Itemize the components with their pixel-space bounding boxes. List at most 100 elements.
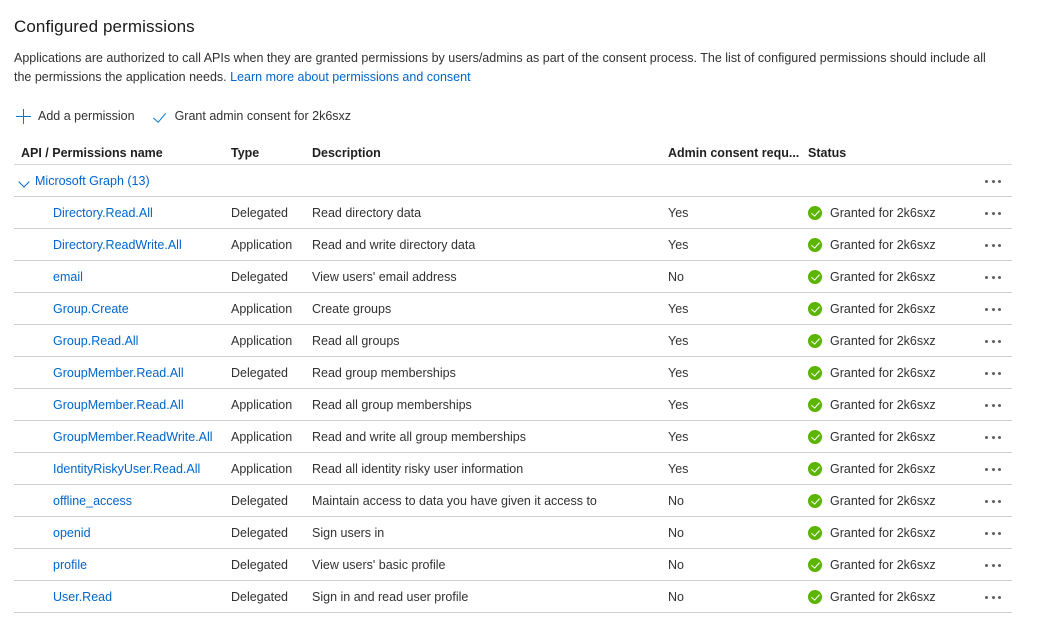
status-cell: Granted for 2k6sxz	[808, 325, 978, 357]
table-group-row-microsoft-graph[interactable]: Microsoft Graph (13)	[0, 165, 1057, 197]
row-more-cell[interactable]	[972, 293, 1014, 325]
permission-name-cell[interactable]: GroupMember.Read.All	[21, 357, 226, 389]
admin-consent-required-cell: No	[668, 526, 684, 540]
add-a-permission-button[interactable]: Add a permission	[14, 104, 137, 128]
column-header-type[interactable]: Type	[231, 145, 260, 160]
row-more-cell[interactable]	[972, 549, 1014, 581]
column-header-status[interactable]: Status	[808, 145, 847, 160]
permission-name-link[interactable]: GroupMember.ReadWrite.All	[53, 430, 213, 444]
group-row-more-cell[interactable]	[972, 165, 1014, 197]
more-actions-ellipsis-icon[interactable]	[981, 494, 1005, 509]
row-more-cell[interactable]	[972, 421, 1014, 453]
row-more-cell[interactable]	[972, 197, 1014, 229]
status-label: Granted for 2k6sxz	[830, 558, 936, 572]
permission-type-cell: Delegated	[231, 558, 288, 572]
permission-name-cell[interactable]: Group.Read.All	[21, 325, 226, 357]
permission-name-link[interactable]: IdentityRiskyUser.Read.All	[53, 462, 201, 476]
more-actions-ellipsis-icon[interactable]	[981, 174, 1005, 189]
column-header-admin-consent[interactable]: Admin consent requ...	[668, 145, 800, 160]
group-label-microsoft-graph[interactable]: Microsoft Graph (13)	[35, 174, 150, 188]
table-row[interactable]: profile Delegated View users' basic prof…	[0, 549, 1057, 581]
permission-name-link[interactable]: Directory.ReadWrite.All	[53, 238, 182, 252]
permission-name-cell[interactable]: Group.Create	[21, 293, 226, 325]
table-row[interactable]: Directory.Read.All Delegated Read direct…	[0, 197, 1057, 229]
table-row[interactable]: GroupMember.ReadWrite.All Application Re…	[0, 421, 1057, 453]
table-row[interactable]: GroupMember.Read.All Delegated Read grou…	[0, 357, 1057, 389]
permission-type-cell: Application	[231, 430, 293, 444]
permission-name-link[interactable]: profile	[53, 558, 88, 572]
permission-name-cell[interactable]: openid	[21, 517, 226, 549]
table-row[interactable]: offline_access Delegated Maintain access…	[0, 485, 1057, 517]
column-header-name[interactable]: API / Permissions name	[21, 145, 163, 160]
status-cell: Granted for 2k6sxz	[808, 389, 978, 421]
row-divider	[14, 228, 1012, 229]
row-more-cell[interactable]	[972, 325, 1014, 357]
group-row-name-cell[interactable]: Microsoft Graph (13)	[18, 165, 268, 197]
status-label: Granted for 2k6sxz	[830, 590, 936, 604]
permission-name-cell[interactable]: email	[21, 261, 226, 293]
permission-name-link[interactable]: offline_access	[53, 494, 132, 508]
permission-name-link[interactable]: GroupMember.Read.All	[53, 398, 184, 412]
more-actions-ellipsis-icon[interactable]	[981, 462, 1005, 477]
table-row[interactable]: openid Delegated Sign users in No Grante…	[0, 517, 1057, 549]
more-actions-ellipsis-icon[interactable]	[981, 206, 1005, 221]
row-more-cell[interactable]	[972, 485, 1014, 517]
permission-name-link[interactable]: email	[53, 270, 83, 284]
table-row[interactable]: Group.Create Application Create groups Y…	[0, 293, 1057, 325]
permission-name-cell[interactable]: Directory.ReadWrite.All	[21, 229, 226, 261]
table-row[interactable]: User.Read Delegated Sign in and read use…	[0, 581, 1057, 613]
more-actions-ellipsis-icon[interactable]	[981, 398, 1005, 413]
more-actions-ellipsis-icon[interactable]	[981, 302, 1005, 317]
row-more-cell[interactable]	[972, 261, 1014, 293]
learn-more-link[interactable]: Learn more about permissions and consent	[230, 70, 471, 84]
grant-admin-consent-label: Grant admin consent for 2k6sxz	[174, 109, 352, 123]
row-more-cell[interactable]	[972, 389, 1014, 421]
permission-name-cell[interactable]: GroupMember.ReadWrite.All	[21, 421, 226, 453]
permission-name-cell[interactable]: IdentityRiskyUser.Read.All	[21, 453, 226, 485]
permission-rows-container: Directory.Read.All Delegated Read direct…	[0, 197, 1057, 613]
permission-name-link[interactable]: Group.Create	[53, 302, 129, 316]
more-actions-ellipsis-icon[interactable]	[981, 366, 1005, 381]
row-more-cell[interactable]	[972, 581, 1014, 613]
checkmark-icon	[153, 109, 168, 124]
table-row[interactable]: GroupMember.Read.All Application Read al…	[0, 389, 1057, 421]
grant-admin-consent-button[interactable]: Grant admin consent for 2k6sxz	[151, 104, 353, 128]
permissions-table: API / Permissions name Type Description …	[0, 140, 1057, 613]
intro-description: Applications are authorized to call APIs…	[14, 49, 1004, 87]
permission-name-cell[interactable]: User.Read	[21, 581, 226, 613]
granted-check-circle-icon	[808, 302, 822, 316]
row-more-cell[interactable]	[972, 517, 1014, 549]
table-row[interactable]: Directory.ReadWrite.All Application Read…	[0, 229, 1057, 261]
permission-name-cell[interactable]: profile	[21, 549, 226, 581]
permission-name-cell[interactable]: offline_access	[21, 485, 226, 517]
more-actions-ellipsis-icon[interactable]	[981, 526, 1005, 541]
more-actions-ellipsis-icon[interactable]	[981, 430, 1005, 445]
row-divider	[14, 452, 1012, 453]
permission-name-link[interactable]: GroupMember.Read.All	[53, 366, 184, 380]
more-actions-ellipsis-icon[interactable]	[981, 270, 1005, 285]
permission-type-cell: Delegated	[231, 366, 288, 380]
permission-name-link[interactable]: openid	[53, 526, 91, 540]
chevron-down-icon[interactable]	[18, 175, 31, 188]
status-cell: Granted for 2k6sxz	[808, 485, 978, 517]
granted-check-circle-icon	[808, 270, 822, 284]
permission-name-link[interactable]: Directory.Read.All	[53, 206, 153, 220]
row-more-cell[interactable]	[972, 229, 1014, 261]
more-actions-ellipsis-icon[interactable]	[981, 238, 1005, 253]
row-more-cell[interactable]	[972, 453, 1014, 485]
permission-name-link[interactable]: Group.Read.All	[53, 334, 139, 348]
column-header-description[interactable]: Description	[312, 145, 381, 160]
intro-text: Applications are authorized to call APIs…	[14, 51, 986, 84]
permission-type-cell: Delegated	[231, 206, 288, 220]
table-row[interactable]: email Delegated View users' email addres…	[0, 261, 1057, 293]
table-row[interactable]: IdentityRiskyUser.Read.All Application R…	[0, 453, 1057, 485]
permission-name-link[interactable]: User.Read	[53, 590, 113, 604]
permission-name-cell[interactable]: Directory.Read.All	[21, 197, 226, 229]
permission-name-cell[interactable]: GroupMember.Read.All	[21, 389, 226, 421]
more-actions-ellipsis-icon[interactable]	[981, 334, 1005, 349]
more-actions-ellipsis-icon[interactable]	[981, 590, 1005, 605]
status-cell: Granted for 2k6sxz	[808, 293, 978, 325]
table-row[interactable]: Group.Read.All Application Read all grou…	[0, 325, 1057, 357]
more-actions-ellipsis-icon[interactable]	[981, 558, 1005, 573]
row-more-cell[interactable]	[972, 357, 1014, 389]
